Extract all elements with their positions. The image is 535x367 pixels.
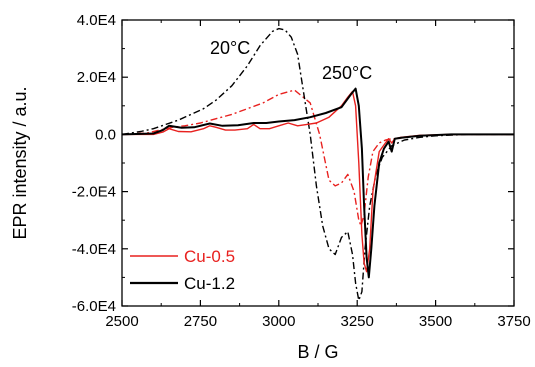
x-tick-label: 2500 — [105, 313, 138, 330]
y-tick-label: 0.0 — [95, 126, 116, 143]
legend: Cu-0.5 Cu-1.2 — [130, 247, 235, 293]
x-tick-label: 2750 — [184, 313, 217, 330]
y-tick-label: 4.0E4 — [77, 12, 116, 29]
x-tick-label: 3750 — [497, 313, 530, 330]
tick-label-layer: 2500 2750 3000 3250 3500 3750 -6.0E4 -4.0E4 -2.0… — [72, 12, 531, 330]
annotation-20c: 20°C — [210, 38, 250, 58]
series-line-cu-1-2-20-c — [122, 27, 514, 301]
tick-layer — [121, 19, 515, 307]
legend-label-cu-1-2: Cu-1.2 — [184, 274, 235, 293]
series-line-cu-1-2 — [122, 87, 514, 279]
x-tick-label: 3250 — [341, 313, 374, 330]
legend-label-cu-0-5: Cu-0.5 — [184, 247, 235, 266]
x-tick-label: 3500 — [419, 313, 452, 330]
annotation-250c: 250°C — [322, 63, 372, 83]
y-tick-label: -6.0E4 — [72, 298, 116, 315]
series-layer — [122, 27, 514, 301]
series-line-cu-0-5 — [122, 90, 514, 273]
x-axis-title: B / G — [297, 342, 338, 362]
y-tick-label: -2.0E4 — [72, 184, 116, 201]
y-axis-title: EPR intensity / a.u. — [10, 86, 30, 239]
y-tick-label: 2.0E4 — [77, 69, 116, 86]
x-tick-label: 3000 — [262, 313, 295, 330]
y-tick-label: -4.0E4 — [72, 241, 116, 258]
